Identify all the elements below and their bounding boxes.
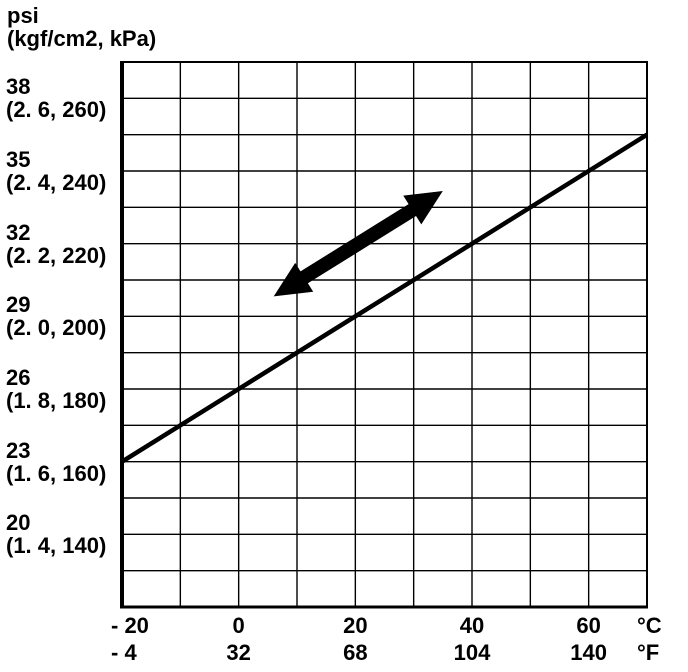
y-tick-psi-value: 35 [6, 147, 31, 172]
y-tick-label: 35 (2. 4, 240) [6, 148, 106, 194]
y-tick-kgf-kpa-value: (2. 2, 220) [6, 242, 107, 268]
x-tick-label-fahrenheit: 104 [453, 640, 491, 665]
y-tick-psi-value: 32 [6, 219, 31, 245]
y-axis-unit-psi: psi [7, 3, 39, 28]
double-arrow-annotation [273, 191, 443, 297]
y-tick-kgf-kpa-value: (2. 6, 260) [6, 97, 107, 123]
x-tick-label-fahrenheit: 140 [570, 640, 608, 665]
y-tick-kgf-kpa-value: (1. 6, 160) [6, 460, 107, 486]
y-tick-kgf-kpa-value: (1. 4, 140) [6, 533, 107, 559]
x-tick-label-fahrenheit: - 4 [111, 640, 137, 665]
x-tick-label-celsius: 60 [576, 613, 601, 638]
x-axis-unit-celsius: °C [637, 613, 662, 638]
y-tick-kgf-kpa-value: (1. 8, 180) [6, 388, 107, 413]
x-tick-label-celsius: - 20 [111, 613, 149, 638]
y-tick-kgf-kpa-value: (2. 0, 200) [6, 315, 107, 341]
y-axis-title: psi (kgf/cm2, kPa) [7, 4, 156, 50]
x-tick-label-celsius: 0 [232, 613, 245, 638]
y-tick-psi-value: 23 [6, 437, 31, 463]
y-tick-label: 29 (2. 0, 200) [6, 293, 106, 339]
y-tick-psi-value: 20 [6, 510, 31, 536]
y-tick-label: 23 (1. 6, 160) [6, 439, 106, 485]
y-tick-label: 32 (2. 2, 220) [6, 221, 106, 267]
x-tick-label-celsius: 20 [343, 613, 368, 638]
x-axis-unit-fahrenheit: °F [637, 640, 660, 665]
y-axis-unit-kgf-kpa: (kgf/cm2, kPa) [7, 26, 157, 51]
series-line-pressure-vs-temperature [120, 132, 649, 464]
x-tick-label-fahrenheit: 68 [343, 640, 368, 665]
y-tick-psi-value: 26 [6, 365, 31, 390]
x-tick-label-fahrenheit: 32 [226, 640, 251, 665]
plot-border [121, 61, 648, 608]
y-tick-label: 38 (2. 6, 260) [6, 75, 106, 121]
y-tick-psi-value: 38 [6, 74, 31, 100]
y-tick-label: 26 (1. 8, 180) [6, 366, 106, 412]
y-tick-label: 20 (1. 4, 140) [6, 511, 106, 557]
y-tick-kgf-kpa-value: (2. 4, 240) [6, 170, 107, 195]
y-tick-psi-value: 29 [6, 292, 31, 318]
x-tick-label-celsius: 40 [459, 613, 485, 638]
